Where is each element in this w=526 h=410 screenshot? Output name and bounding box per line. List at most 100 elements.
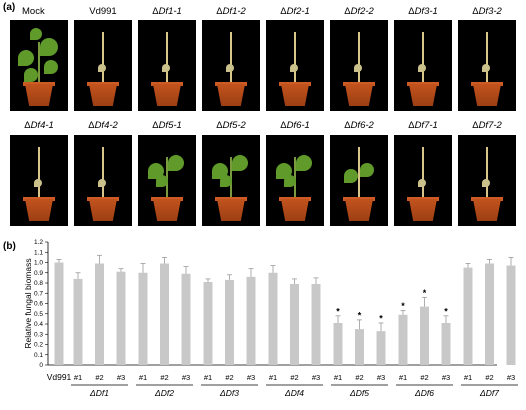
x-tick-label: #1 [334,373,342,382]
pot [473,199,501,221]
plant-photo [138,135,196,226]
group-label: ΔDf5 [349,388,369,398]
photo-label: ΔDf2-1 [280,6,310,17]
x-tick-label: #3 [442,373,450,382]
x-tick-label: #2 [290,373,298,382]
y-tick-label: 0.4 [34,321,43,328]
pot [25,84,53,106]
bar [506,265,516,365]
photo-label: ΔDf3-2 [472,6,502,17]
leaf [220,175,232,187]
bar [203,281,213,365]
plant-photo [202,20,260,111]
photo-label: ΔDf2-2 [344,6,374,17]
y-tick-label: 0 [39,362,43,369]
leaf [284,175,296,187]
significance-mark: * [423,288,427,298]
photo-label: ΔDf4-1 [24,120,54,131]
x-tick-label: #1 [139,373,147,382]
plant-photo [10,135,68,226]
x-tick-label: #1 [399,373,407,382]
bar [54,262,64,365]
leaf [18,50,34,66]
significance-mark: * [336,306,340,316]
plant-photo [330,135,388,226]
x-tick-label: #3 [117,373,125,382]
photo-label: ΔDf3-1 [408,6,438,17]
group-label: ΔDf3 [219,388,239,398]
stem [38,147,40,197]
plant-photo [138,20,196,111]
significance-mark: * [358,310,362,320]
leaf [226,64,234,72]
plant-photo [202,135,260,226]
group-label: ΔDf1 [89,388,109,398]
pot [25,199,53,221]
y-tick-label: 1.0 [34,260,43,267]
pot [153,84,181,106]
x-tick-label: #3 [507,373,515,382]
pot [409,199,437,221]
x-tick-label: #3 [182,373,190,382]
bar [268,272,278,365]
leaf [156,175,168,187]
stem [166,32,168,82]
leaf [44,60,58,74]
x-tick-label: #1 [269,373,277,382]
pot [345,199,373,221]
plant-photo [266,20,324,111]
photo-label: ΔDf7-2 [472,120,502,131]
bar [441,322,451,365]
leaf [232,155,248,171]
stem [358,32,360,82]
stem [358,147,360,197]
plant-photo [458,20,516,111]
x-tick-label: #2 [225,373,233,382]
plant-photo [394,135,452,226]
leaf [418,179,426,187]
leaf [34,179,42,187]
stem [230,32,232,82]
leaf [344,169,358,183]
bar [138,272,148,365]
x-tick-label: #2 [420,373,428,382]
photo-label: ΔDf5-1 [152,120,182,131]
group-label: ΔDf4 [284,388,304,398]
leaf [98,64,106,72]
bar [181,273,191,365]
photo-label: Vd991 [89,6,117,17]
y-tick-label: 1.2 [34,239,43,246]
photo-label: ΔDf4-2 [88,120,118,131]
stem [486,147,488,197]
significance-mark: * [379,313,383,323]
x-tick-label: #2 [160,373,168,382]
pot [89,199,117,221]
stem [294,32,296,82]
y-tick-label: 0.9 [34,270,43,277]
pot [473,84,501,106]
photo-label: Mock [22,6,45,17]
photo-label: ΔDf1-2 [216,6,246,17]
significance-mark: * [444,306,448,316]
y-tick-label: 1.1 [34,249,43,256]
x-tick-label: #1 [464,373,472,382]
bar [225,279,234,365]
bar [73,278,83,365]
pot [409,84,437,106]
plant-photo [74,20,132,111]
panel-a-label: (a) [3,2,16,13]
pot [217,199,245,221]
x-tick-label: #3 [247,373,255,382]
plant-photo [330,20,388,111]
stem [422,32,424,82]
y-tick-label: 0.1 [34,352,43,359]
photo-label: ΔDf1-1 [152,6,182,17]
group-label: ΔDf2 [154,388,174,398]
bar [398,314,408,365]
bar [290,284,299,365]
pot [281,199,309,221]
pot [217,84,245,106]
y-tick-label: 0.6 [34,301,43,308]
bar [333,322,343,365]
